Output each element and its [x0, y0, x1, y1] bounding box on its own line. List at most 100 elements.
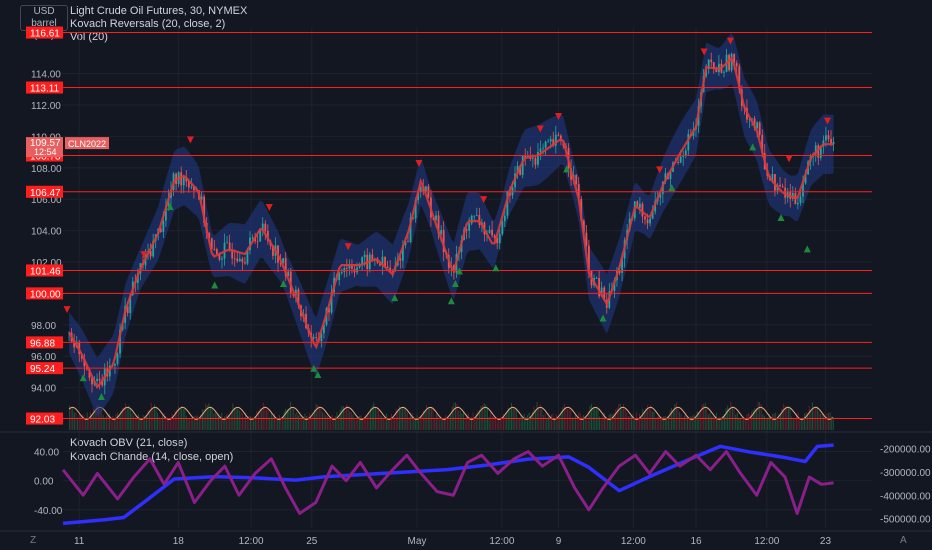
volume-bar [136, 417, 138, 430]
candle-body [712, 62, 715, 69]
indicator-kovach-obv-label[interactable]: Kovach OBV (21, close) [70, 437, 188, 449]
candle-body [595, 278, 598, 279]
reversal-up-marker [279, 279, 287, 287]
volume-bar [97, 404, 99, 430]
level-price-label: 96.88 [30, 338, 55, 349]
volume-bar [182, 408, 184, 430]
candle-body [190, 186, 193, 188]
volume-bar [802, 417, 804, 430]
volume-bar [760, 404, 762, 430]
volume-bar [573, 416, 575, 430]
volume-bar [539, 404, 541, 430]
volume-bar [482, 404, 484, 430]
volume-bar [381, 416, 383, 430]
volume-bar [264, 405, 266, 430]
candle-body [218, 253, 221, 260]
volume-bar [640, 415, 642, 430]
volume-bar [778, 413, 780, 430]
candle-body [328, 308, 330, 313]
volume-bar [205, 403, 207, 430]
volume-bar [384, 416, 386, 430]
candle-body [802, 183, 804, 197]
time-tick-label: 12:00 [621, 536, 646, 547]
volume-bar [241, 413, 243, 430]
indicator-kovach-chande-label[interactable]: Kovach Chande (14, close, open) [70, 451, 234, 463]
candle-body [534, 158, 537, 165]
candle-body [236, 258, 239, 262]
series-chande-line [61, 450, 834, 515]
volume-bar [655, 417, 657, 430]
candle-body [180, 172, 183, 186]
volume-bar [193, 416, 195, 430]
volume-bar [589, 405, 591, 430]
volume-bar [720, 417, 722, 430]
timezone-button[interactable]: Z [30, 535, 37, 546]
volume-bar [687, 416, 689, 430]
volume-bar [426, 404, 428, 430]
auto-scale-button[interactable]: A [900, 535, 907, 546]
reversal-down-marker [186, 136, 194, 144]
candle-body [542, 147, 544, 149]
currency-label: USD [33, 6, 55, 17]
candle-body [246, 250, 249, 264]
volume-bar [792, 418, 794, 430]
candle-body [83, 358, 86, 367]
volume-bar [304, 413, 306, 430]
candle-body [751, 118, 753, 120]
level-price-tag [26, 26, 63, 39]
volume-bar [70, 408, 72, 430]
volume-bar [166, 417, 168, 430]
level-price-label: 113.11 [30, 84, 60, 95]
volume-bar [251, 417, 253, 430]
volume-bar [690, 415, 692, 430]
volume-bar [685, 412, 687, 430]
level-price-label: 101.46 [30, 266, 61, 277]
volume-bar [811, 402, 813, 430]
level-price-tag [26, 412, 63, 425]
candle-body [544, 141, 547, 148]
volume-bar [754, 408, 756, 430]
horizontal-levels[interactable]: 116.61113.11108.78106.47101.46100.0096.8… [26, 26, 872, 426]
volume-bar [245, 412, 247, 430]
volume-bar [133, 415, 135, 430]
time-tick-label: 18 [173, 536, 185, 547]
lower-left-tick-label: 0.00 [34, 477, 54, 488]
volume-bar [200, 414, 202, 430]
volume-bar [791, 416, 793, 430]
volume-bar [422, 410, 424, 430]
volume-bar [749, 414, 751, 430]
candle-body [73, 341, 76, 348]
volume-bar [763, 415, 765, 430]
volume-bar [699, 410, 701, 430]
volume-bar [615, 409, 617, 430]
candle-body [386, 266, 389, 268]
volume-bar [443, 417, 445, 430]
reversal-up-marker [211, 281, 219, 289]
candle-body [287, 271, 290, 277]
volume-bar [317, 404, 319, 430]
volume-bar [77, 417, 79, 430]
volume-bar [190, 418, 192, 430]
volume-bar [338, 418, 340, 430]
volume-bar [394, 417, 396, 430]
volume-bar [448, 418, 450, 430]
volume-bar [366, 415, 368, 430]
volume-bar [328, 419, 330, 430]
volume-bar [805, 412, 807, 430]
volume-bar [358, 415, 360, 430]
candle-body [266, 230, 269, 241]
volume-bar [807, 413, 809, 430]
candle-body [825, 135, 827, 141]
volume-bar [158, 416, 160, 430]
volume-bar [285, 408, 287, 430]
reversal-up-marker [455, 267, 463, 275]
indicator-kovach-reversals-label[interactable]: Kovach Reversals (20, close, 2) [70, 18, 226, 30]
volume-bar [288, 408, 290, 430]
reversal-up-marker [310, 364, 318, 372]
symbol-tag [65, 137, 109, 150]
volume-bar [240, 411, 242, 430]
volume-bar [181, 405, 183, 430]
volume-bar [800, 419, 802, 430]
volume-bar [416, 415, 418, 430]
